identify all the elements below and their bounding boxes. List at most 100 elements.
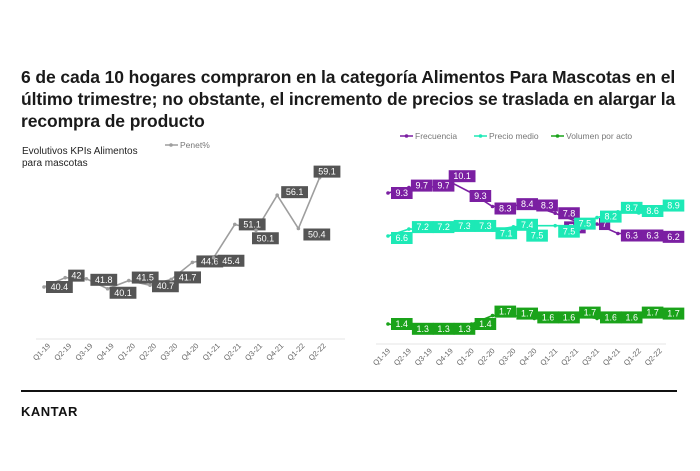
series-volumen-por-acto: 1.4 1.3 1.3 1.3 1.4 1.7 1.7 1.6 1.6 1.7 1.6 1.6 1.7 1…	[386, 305, 685, 335]
legend-precio-medio: Precio medio	[474, 131, 539, 141]
data-label: 9.3	[474, 191, 487, 201]
x-tick-label: Q3-19	[73, 341, 94, 362]
x-tick-label: Q4-19	[434, 346, 455, 367]
data-label: 1.6	[625, 312, 638, 322]
x-tick-label: Q1-20	[455, 346, 476, 367]
x-tick-label: Q2-19	[392, 346, 413, 367]
x-tick-label: Q4-19	[95, 341, 116, 362]
data-label: 7.1	[500, 228, 513, 238]
x-tick-label: Q4-21	[264, 341, 285, 362]
data-label: 8.6	[646, 206, 659, 216]
data-label: 1.6	[563, 312, 576, 322]
data-label: 42	[71, 271, 81, 281]
data-label: 1.7	[521, 309, 534, 319]
data-label: 45.4	[222, 256, 240, 266]
x-tick-label: Q3-20	[158, 341, 179, 362]
x-tick-label: Q2-22	[643, 346, 664, 367]
x-tick-label: Q1-19	[31, 341, 52, 362]
data-label: 6.3	[625, 231, 638, 241]
x-tick-label: Q4-20	[517, 346, 538, 367]
data-label: 6.3	[646, 231, 659, 241]
data-label: 56.1	[286, 187, 304, 197]
data-label: 6.2	[667, 232, 680, 242]
series-penet-: 40.442 41.840.1 41.540.7 41.7 44.6 45.4 51.1 50…	[42, 165, 341, 299]
series-precio-medio: 6.67.2 7.2 7.3 7.37.17.47.5 7.57.58.28.7 8.68…	[386, 199, 685, 244]
data-label: 8.3	[541, 201, 554, 211]
data-label: 50.1	[257, 233, 275, 243]
svg-text:Frecuencia: Frecuencia	[415, 131, 457, 141]
data-label: 41.5	[136, 273, 154, 283]
data-label: 7.3	[479, 221, 492, 231]
data-label: 1.7	[667, 309, 680, 319]
footer-divider	[21, 390, 677, 392]
data-label: 1.4	[396, 319, 409, 329]
x-tick-label: Q2-20	[476, 346, 497, 367]
svg-text:Volumen por acto: Volumen por acto	[566, 131, 632, 141]
x-tick-label: Q3-19	[413, 346, 434, 367]
data-label: 8.9	[667, 201, 680, 211]
data-label: 40.4	[51, 282, 69, 292]
data-label: 44.6	[201, 256, 219, 266]
data-label: 1.6	[542, 312, 555, 322]
x-tick-label: Q3-21	[243, 341, 264, 362]
data-label: 8.2	[605, 212, 618, 222]
data-label: 41.8	[95, 275, 113, 285]
x-tick-label: Q2-21	[559, 346, 580, 367]
data-label: 8.7	[625, 203, 638, 213]
chart-subtitle: Evolutivos KPIs Alimentos para mascotas	[22, 146, 138, 169]
data-label: 1.3	[437, 324, 450, 334]
data-label: 1.3	[416, 324, 429, 334]
data-label: 40.7	[157, 281, 175, 291]
x-tick-label: Q4-20	[179, 341, 200, 362]
x-tick-label: Q4-21	[601, 346, 622, 367]
data-label: 7.2	[437, 222, 450, 232]
data-label: 40.1	[114, 288, 132, 298]
legend-frecuencia: Frecuencia	[400, 131, 457, 141]
x-tick-label: Q2-22	[307, 341, 328, 362]
x-tick-label: Q1-21	[538, 346, 559, 367]
svg-text:Penet%: Penet%	[180, 140, 210, 150]
x-tick-label: Q1-20	[116, 341, 137, 362]
x-tick-label: Q1-22	[622, 346, 643, 367]
x-tick-label: Q3-20	[496, 346, 517, 367]
chart-title: 6 de cada 10 hogares compraron en la cat…	[21, 67, 676, 131]
x-tick-label: Q3-21	[580, 346, 601, 367]
data-label: 8.4	[521, 199, 534, 209]
logo-text: KANTAR	[21, 404, 78, 419]
x-tick-label: Q2-20	[137, 341, 158, 362]
x-tick-label: Q2-19	[52, 341, 73, 362]
data-label: 1.7	[584, 308, 597, 318]
data-label: 1.6	[605, 312, 618, 322]
x-tick-label: Q1-21	[201, 341, 222, 362]
data-label: 7.5	[579, 219, 592, 229]
x-tick-label: Q2-21	[222, 341, 243, 362]
x-tick-label: Q1-22	[285, 341, 306, 362]
data-label: 7.3	[458, 221, 471, 231]
legend-penet: Penet%	[165, 140, 210, 150]
data-label: 1.7	[499, 307, 512, 317]
data-label: 8.3	[499, 204, 512, 214]
data-label: 41.7	[179, 272, 197, 282]
data-label: 9.7	[437, 181, 450, 191]
x-tick-label: Q1-19	[371, 346, 392, 367]
data-label: 9.7	[415, 181, 428, 191]
data-label: 7.4	[521, 220, 534, 230]
data-label: 51.1	[243, 219, 261, 229]
data-label: 10.1	[453, 171, 471, 181]
data-label: 7	[602, 219, 607, 229]
data-label: 9.3	[396, 188, 409, 198]
legend-volumen-por-acto: Volumen por acto	[551, 131, 632, 141]
svg-text:Precio medio: Precio medio	[489, 131, 539, 141]
data-label: 50.4	[308, 230, 326, 240]
data-label: 1.7	[646, 308, 659, 318]
data-label: 6.6	[396, 233, 409, 243]
kantar-logo: KANTAR	[21, 404, 78, 419]
data-label: 1.3	[458, 324, 471, 334]
data-label: 1.4	[479, 319, 492, 329]
data-label: 7.5	[563, 227, 576, 237]
data-label: 7.2	[416, 222, 429, 232]
data-label: 7.8	[563, 208, 576, 218]
data-label: 7.5	[531, 231, 544, 241]
data-label: 59.1	[318, 167, 336, 177]
